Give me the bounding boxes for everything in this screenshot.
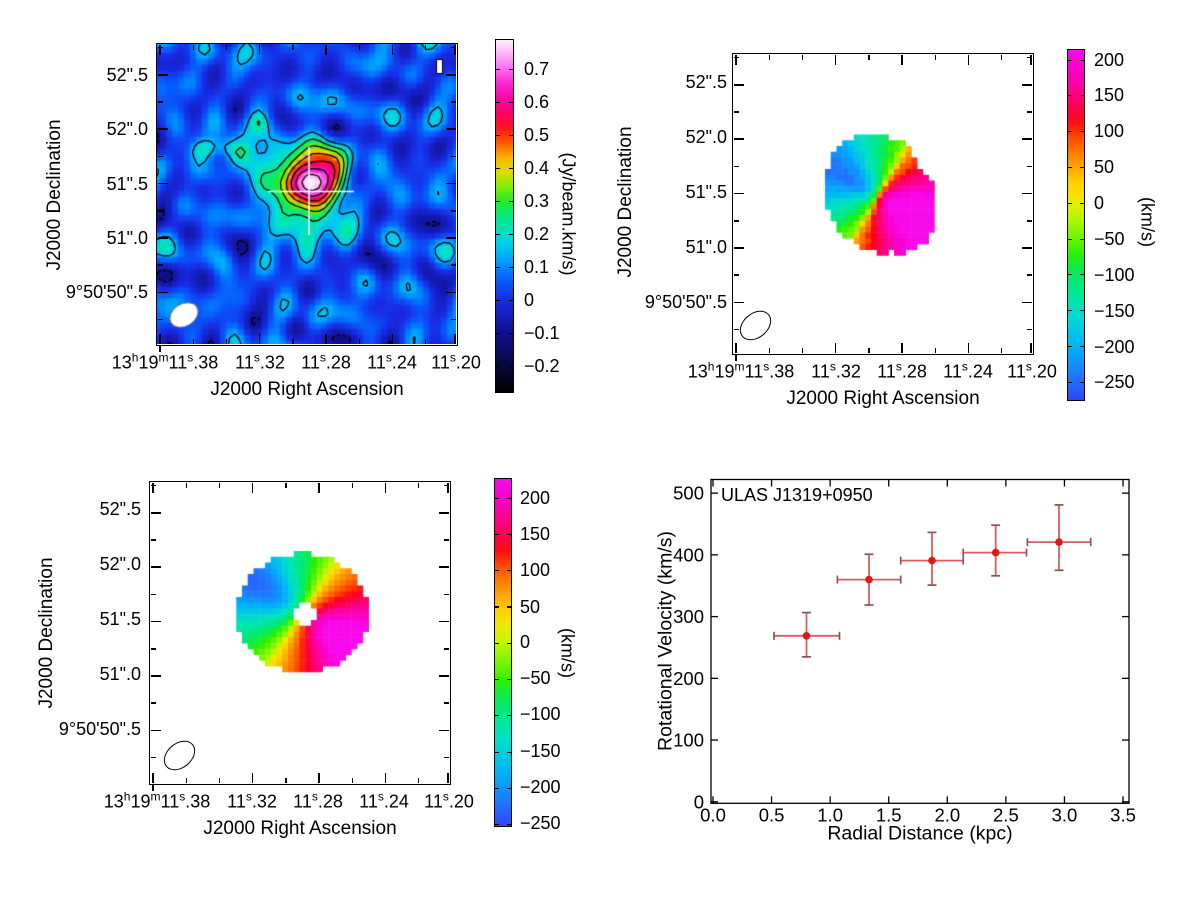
- svg-text:0: 0: [694, 791, 704, 812]
- svg-text:ULAS J1319+0950: ULAS J1319+0950: [721, 485, 873, 505]
- svg-text:3.0: 3.0: [1052, 804, 1078, 825]
- svg-text:400: 400: [673, 544, 704, 565]
- svg-text:3.5: 3.5: [1110, 804, 1136, 825]
- svg-text:2.5: 2.5: [993, 804, 1019, 825]
- svg-text:500: 500: [673, 483, 704, 504]
- svg-text:100: 100: [673, 730, 704, 751]
- svg-text:200: 200: [673, 668, 704, 689]
- svg-text:1.5: 1.5: [876, 804, 902, 825]
- svg-text:0.5: 0.5: [759, 804, 785, 825]
- svg-text:Radial Distance (kpc): Radial Distance (kpc): [827, 822, 1012, 844]
- svg-text:2.0: 2.0: [934, 804, 960, 825]
- svg-text:1.0: 1.0: [817, 804, 843, 825]
- svg-text:0.0: 0.0: [700, 804, 726, 825]
- svg-text:300: 300: [673, 606, 704, 627]
